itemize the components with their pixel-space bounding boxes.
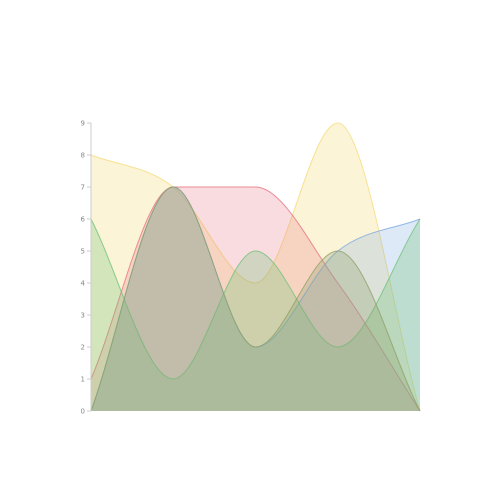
y-tick-label: 8 [81,152,85,160]
area-line-series-5 [90,186,421,412]
area-line-series-4 [90,218,421,380]
y-tick-label: 1 [81,376,85,384]
area-fill-series-3 [91,187,420,411]
area-line-series-1 [90,122,421,412]
area-fill-series-5 [91,187,420,411]
y-tick-label: 4 [81,280,86,288]
y-tick-label: 9 [81,120,85,128]
y-tick-label: 7 [81,184,85,192]
y-tick-label: 3 [81,312,85,320]
area-line-series-2 [90,186,421,412]
area-fill-series-4 [91,219,420,411]
y-tick-label: 5 [81,248,85,256]
area-fill-series-2 [91,187,420,411]
y-tick-label: 2 [81,344,85,352]
y-tick-label: 0 [81,408,85,416]
area-fill-series-1 [91,123,420,411]
area-series-group [90,122,421,412]
y-axis: 0 1 2 3 4 5 6 7 8 9 [81,120,92,416]
y-tick-label: 6 [81,216,86,224]
